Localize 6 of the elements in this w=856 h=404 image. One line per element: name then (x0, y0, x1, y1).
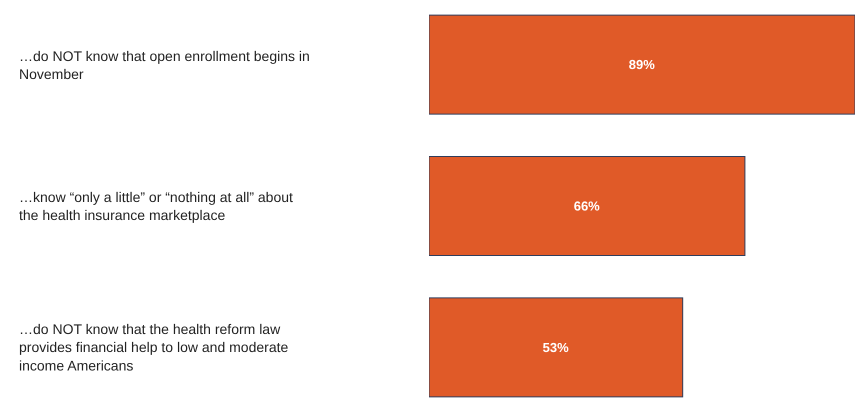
data-label: 89% (628, 57, 656, 72)
y-tick-label: …do NOT know that the health reform law provides financial help to low and moderate income Americans (19, 321, 288, 374)
data-label: 53% (542, 340, 570, 355)
y-tick-label: …do NOT know that open enrollment begins in November (19, 48, 310, 82)
data-label: 66% (574, 198, 600, 214)
y-tick-label: …know “only a little” or “nothing at all” about the health insurance marketplace (19, 189, 294, 224)
